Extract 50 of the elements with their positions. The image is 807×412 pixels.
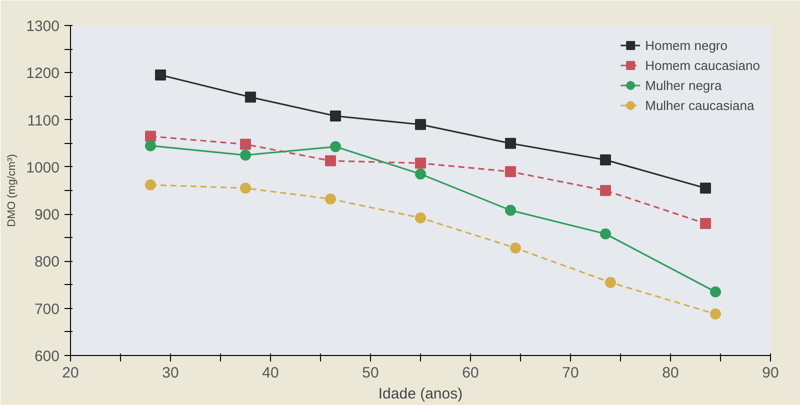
point <box>710 308 721 320</box>
y-tick-label: 1000 <box>26 159 60 176</box>
point <box>155 70 166 80</box>
point <box>605 276 616 288</box>
point <box>240 182 251 194</box>
point <box>505 138 516 149</box>
point <box>325 193 336 204</box>
x-tick-label: 50 <box>362 364 379 382</box>
legend-label: Mulher caucasiana <box>645 98 754 112</box>
point <box>330 110 341 122</box>
point <box>245 92 256 103</box>
point <box>415 168 426 180</box>
x-axis-title: Idade (anos) <box>378 386 463 402</box>
point <box>240 150 251 161</box>
y-tick-label: 900 <box>34 206 60 224</box>
x-tick-label: 90 <box>762 364 779 382</box>
point <box>145 130 156 142</box>
y-tick-label: 800 <box>34 254 60 271</box>
x-tick-label: 30 <box>162 364 179 382</box>
point <box>600 228 611 240</box>
y-tick-label: 1200 <box>26 65 60 82</box>
point <box>510 242 521 254</box>
point <box>710 286 721 298</box>
point <box>415 212 426 224</box>
x-tick-label: 60 <box>462 364 479 382</box>
point <box>145 140 156 152</box>
legend-label: Homem negro <box>645 38 728 52</box>
point <box>700 218 711 229</box>
y-tick-label: 600 <box>34 348 60 365</box>
point <box>600 154 611 166</box>
point <box>505 204 516 216</box>
point <box>330 141 341 152</box>
point <box>415 158 426 169</box>
x-tick-label: 70 <box>562 364 579 382</box>
x-tick-label: 40 <box>262 364 279 382</box>
y-tick-label: 1300 <box>26 18 60 35</box>
point <box>600 185 611 196</box>
point <box>325 155 336 166</box>
point <box>240 138 251 150</box>
point <box>145 179 156 190</box>
y-axis-title: DMO (mg/cm³) <box>6 154 18 227</box>
x-tick-label: 80 <box>662 364 679 382</box>
point <box>505 166 516 178</box>
y-tick-label: 1100 <box>27 112 60 130</box>
legend-label: Mulher negra <box>645 78 722 92</box>
point <box>415 119 426 130</box>
point <box>700 182 711 194</box>
x-tick-label: 20 <box>62 364 79 382</box>
legend-label: Homem caucasiano <box>645 58 760 72</box>
y-tick-label: 700 <box>34 300 60 318</box>
